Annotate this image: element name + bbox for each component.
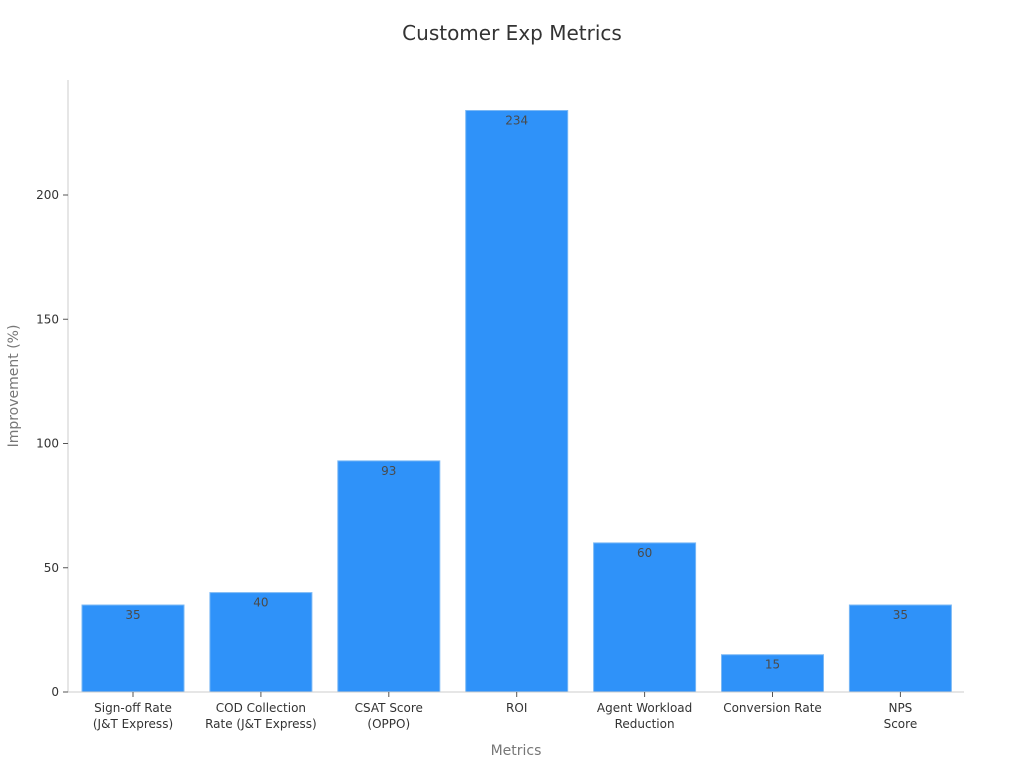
- bar: [848, 604, 952, 693]
- x-tick-label: Sign-off Rate (J&T Express): [93, 701, 173, 731]
- bar: [465, 110, 569, 693]
- bar: [721, 654, 824, 693]
- bar: [209, 592, 313, 693]
- x-tick-label: COD Collection Rate (J&T Express): [205, 701, 317, 731]
- y-tick-label: 100: [36, 437, 59, 451]
- y-axis-title: Improvement (%): [6, 325, 22, 448]
- x-tick-label-line: Reduction: [615, 717, 675, 731]
- x-tick-label-line: Sign-off Rate: [94, 701, 172, 715]
- bar-value-label: 234: [505, 114, 528, 128]
- bars: 35 40 93 234 60 15 35: [81, 110, 952, 693]
- x-tick-label-line: Rate (J&T Express): [205, 717, 317, 731]
- x-tick-label-line: (OPPO): [367, 717, 410, 731]
- x-tick-label-line: (J&T Express): [93, 717, 173, 731]
- x-tick-label: Agent Workload Reduction: [597, 701, 692, 731]
- bar-value-label: 35: [893, 608, 908, 622]
- bar-value-label: 60: [637, 546, 652, 560]
- x-tick-label: NPS Score: [884, 701, 918, 731]
- x-axis-title: Metrics: [491, 743, 542, 759]
- x-tick-label-line: Agent Workload: [597, 701, 692, 715]
- y-axis: 0 50 100 150 200: [36, 80, 69, 699]
- x-tick-label-line: Conversion Rate: [723, 701, 822, 715]
- bar-value-label: 15: [765, 658, 780, 672]
- bar: [593, 542, 697, 693]
- y-tick-label: 50: [44, 561, 59, 575]
- x-tick-label: ROI: [506, 701, 527, 715]
- chart-title: Customer Exp Metrics: [402, 21, 622, 45]
- x-tick-label-line: CSAT Score: [355, 701, 423, 715]
- bar: [337, 460, 441, 693]
- y-tick-label: 0: [51, 685, 59, 699]
- y-tick-label: 200: [36, 188, 59, 202]
- bar-value-label: 35: [125, 608, 140, 622]
- x-tick-label-line: ROI: [506, 701, 527, 715]
- y-tick-label: 150: [36, 312, 59, 326]
- x-tick-label-line: NPS: [888, 701, 912, 715]
- bar-value-label: 40: [253, 596, 268, 610]
- x-tick-label-line: COD Collection: [216, 701, 306, 715]
- x-tick-label: CSAT Score (OPPO): [355, 701, 423, 731]
- x-tick-label: Conversion Rate: [723, 701, 822, 715]
- x-axis: Sign-off Rate (J&T Express) COD Collection…: [68, 691, 964, 731]
- bar-value-label: 93: [381, 464, 396, 478]
- x-tick-label-line: Score: [884, 717, 918, 731]
